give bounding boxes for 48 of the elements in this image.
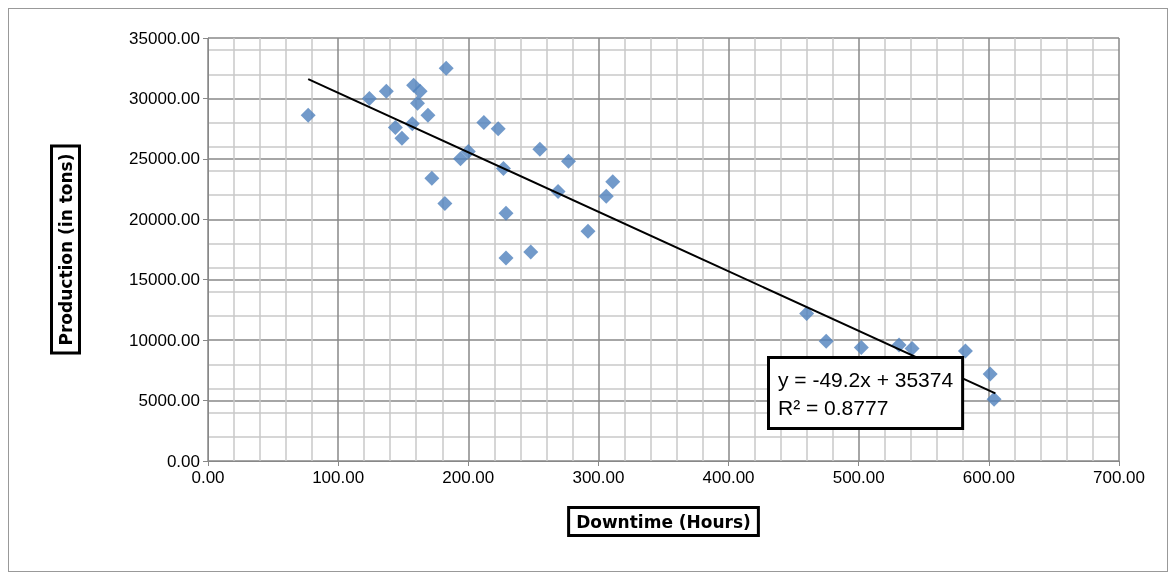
y-tick-label: 25000.00 [129, 149, 200, 169]
y-tick-label: 5000.00 [138, 391, 200, 411]
x-tick-label: 100.00 [312, 468, 365, 487]
point [986, 391, 1002, 407]
y-tick-label: 10000.00 [129, 330, 200, 350]
point [387, 119, 403, 135]
annotation: y = -49.2x + 35374 R² = 0.8777 [778, 367, 954, 419]
point [498, 250, 514, 266]
x-tick-label: 500.00 [832, 468, 885, 487]
point [853, 339, 869, 355]
point [561, 153, 576, 169]
x-tick-label: 400.00 [702, 468, 755, 487]
point [394, 130, 410, 146]
point [424, 170, 440, 186]
x-tick-label: 300.00 [572, 468, 625, 487]
point [420, 107, 436, 123]
y-tick-label: 0.00 [166, 451, 200, 471]
point [904, 341, 920, 357]
point [799, 306, 815, 322]
y-tick-label: 15000.00 [129, 270, 200, 290]
point [361, 90, 377, 106]
point [498, 205, 514, 221]
point [300, 107, 316, 123]
y-axis-title: Production (in tons) [55, 153, 76, 346]
y-tick-label: 30000.00 [129, 88, 200, 108]
x-tick-label: 200.00 [442, 468, 495, 487]
x-tick-label: 0.00 [191, 468, 225, 487]
point [605, 174, 621, 190]
x-tick-label: 700.00 [1093, 468, 1145, 487]
point [523, 244, 539, 260]
y-tick-label: 35000.00 [129, 28, 200, 48]
point [452, 151, 468, 167]
y-tick-label: 20000.00 [129, 209, 200, 229]
point [982, 366, 998, 382]
point [410, 95, 426, 111]
x-tick-label: 600.00 [962, 468, 1015, 487]
point [378, 83, 394, 99]
point [438, 60, 454, 76]
point [580, 223, 596, 239]
point [818, 333, 834, 349]
point [490, 121, 506, 137]
point [412, 83, 428, 99]
point [598, 188, 614, 204]
x-axis-title: Downtime (Hours) [576, 511, 751, 532]
point [532, 141, 548, 157]
point [437, 196, 453, 212]
point [957, 343, 973, 359]
point [476, 115, 492, 131]
